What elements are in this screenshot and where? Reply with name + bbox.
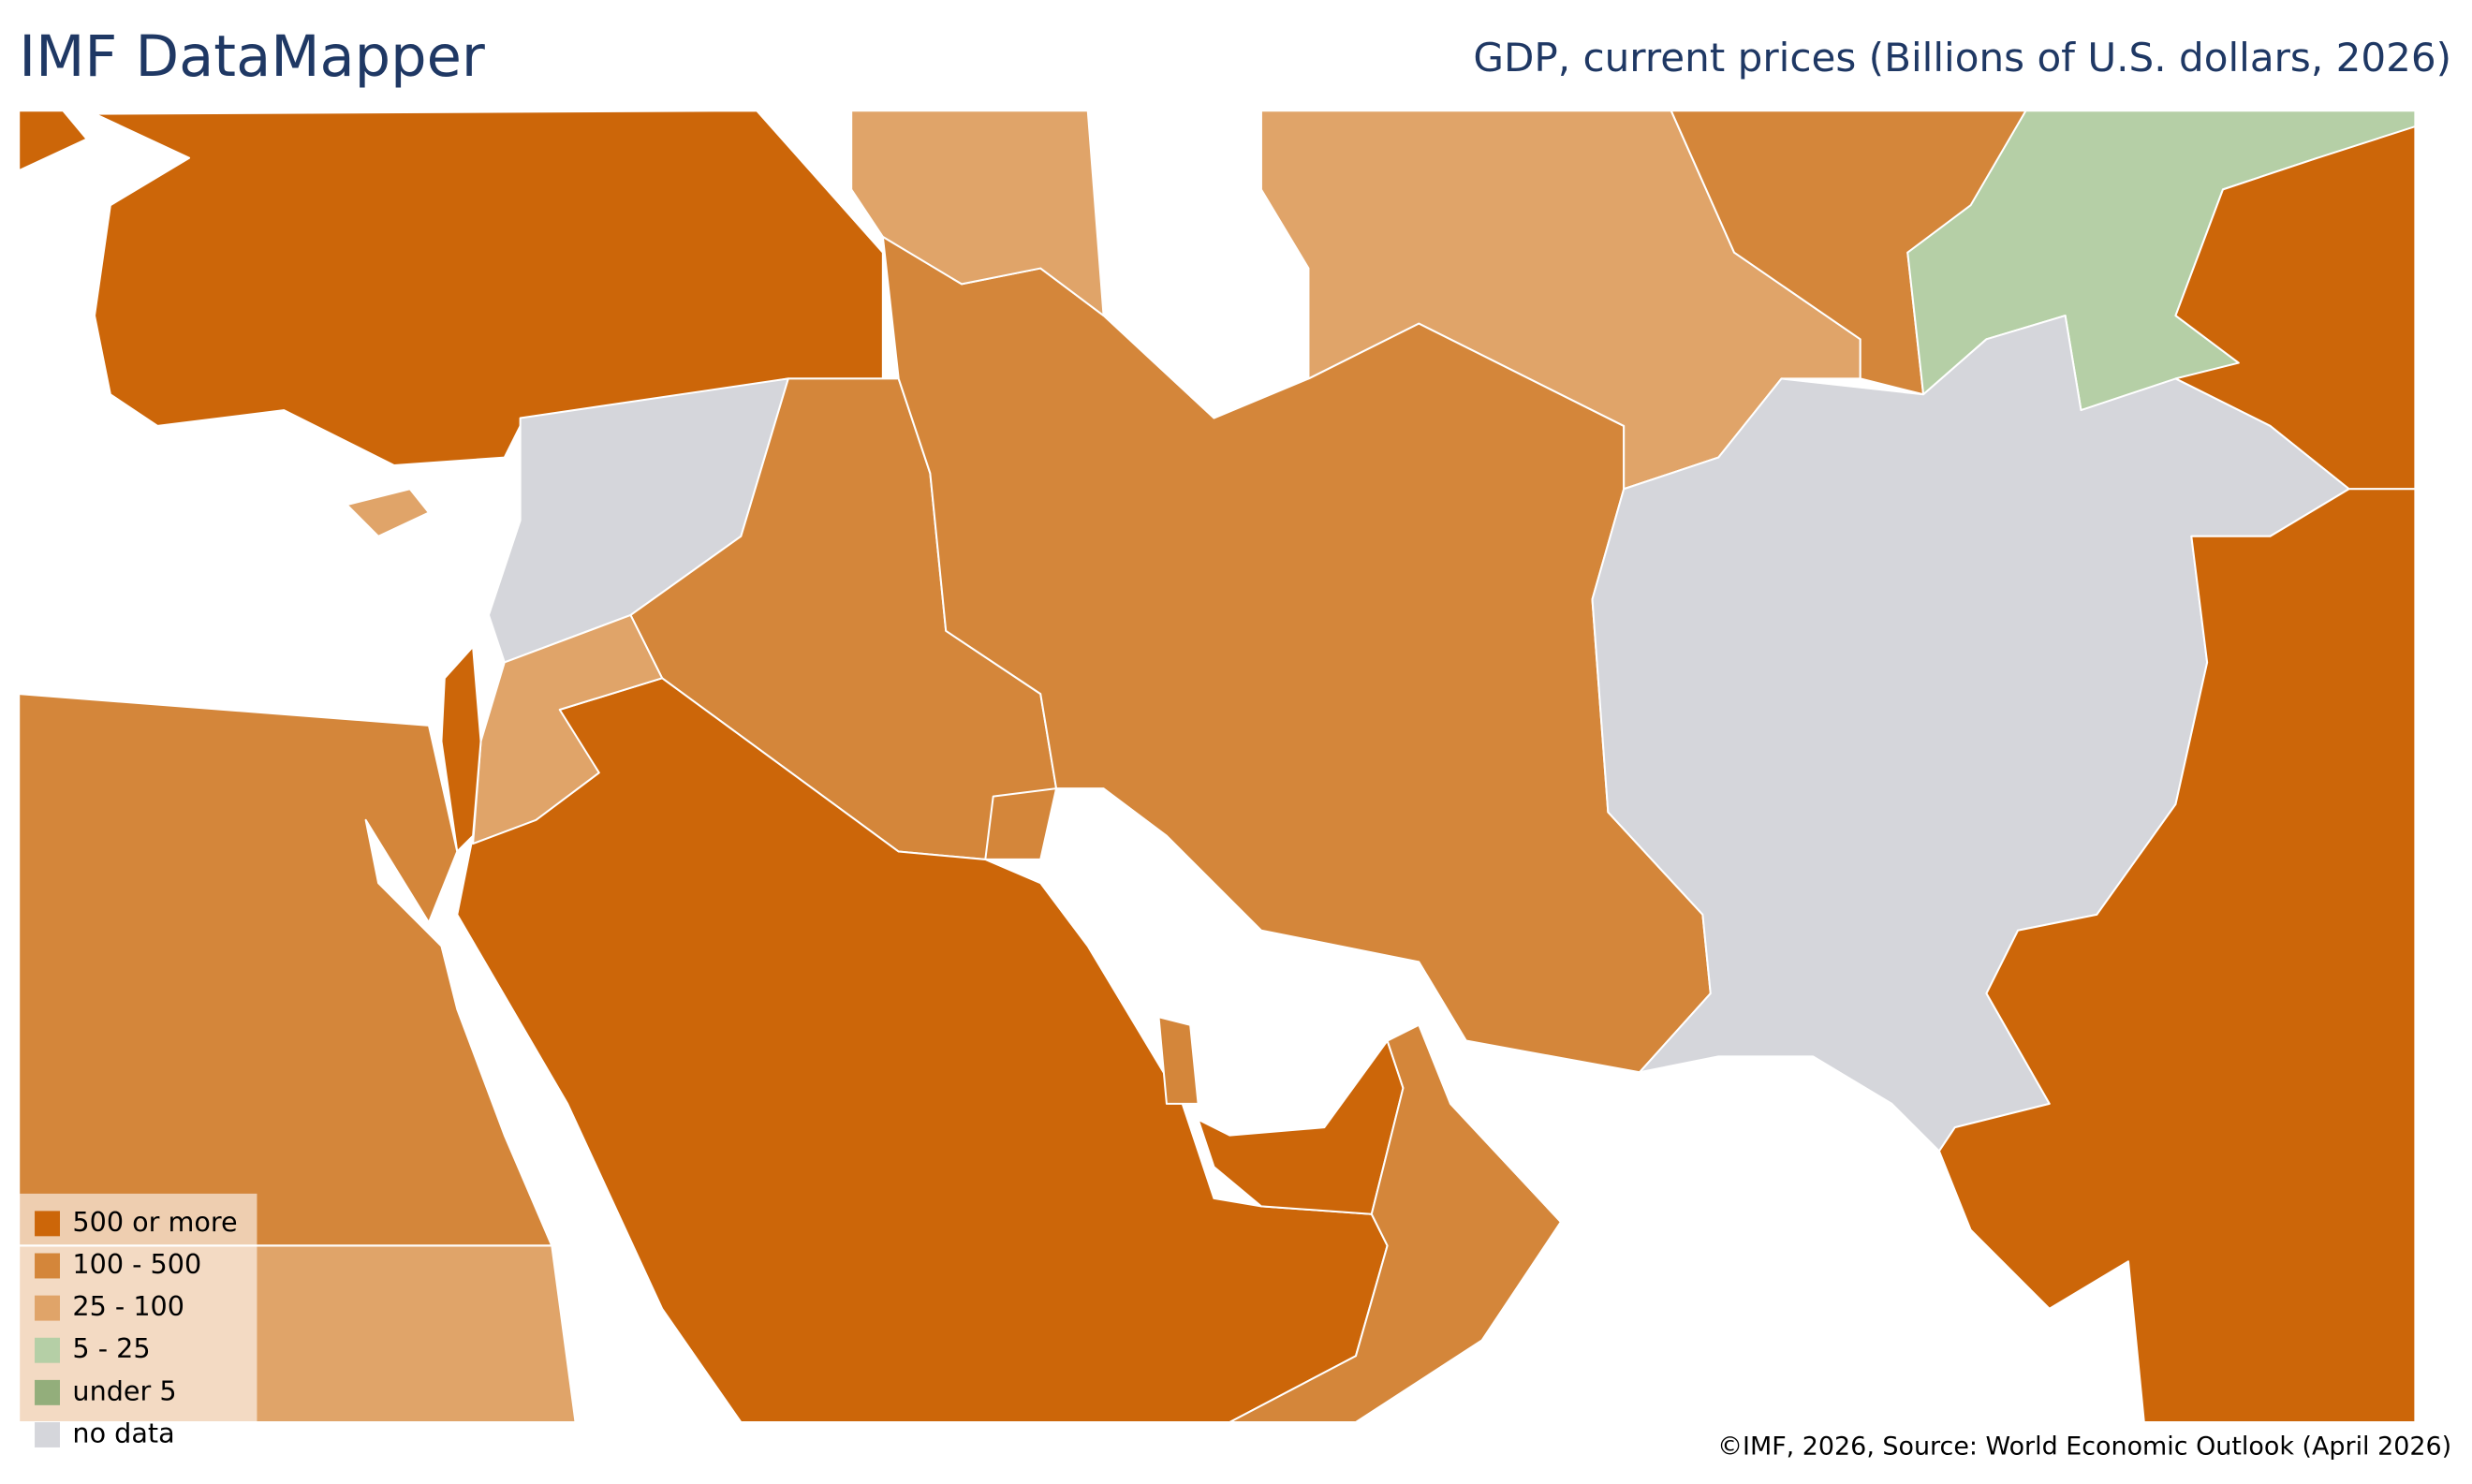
map-subtitle: GDP, current prices (Billions of U.S. do… bbox=[1473, 35, 2451, 81]
country bbox=[1937, 488, 2417, 1424]
legend-swatch bbox=[35, 1422, 60, 1447]
map bbox=[18, 110, 2417, 1424]
country bbox=[94, 110, 884, 467]
legend-label: 500 or more bbox=[72, 1206, 237, 1238]
legend-swatch bbox=[35, 1211, 60, 1237]
country bbox=[18, 110, 88, 172]
country bbox=[1157, 1016, 1199, 1105]
country bbox=[346, 488, 430, 537]
country bbox=[1229, 1023, 1562, 1424]
legend-label: 100 - 500 bbox=[72, 1248, 201, 1280]
legend-label: no data bbox=[72, 1417, 174, 1448]
legend-swatch bbox=[35, 1379, 60, 1405]
legend-swatch bbox=[35, 1253, 60, 1279]
legend-swatch bbox=[35, 1337, 60, 1363]
legend: 500 or more 100 - 500 25 - 100 5 - 25 under … bbox=[35, 1206, 238, 1448]
legend-swatch bbox=[35, 1295, 60, 1321]
legend-label: under 5 bbox=[72, 1374, 176, 1406]
country bbox=[850, 110, 1105, 317]
legend-label: 25 - 100 bbox=[72, 1290, 184, 1322]
country bbox=[456, 677, 1389, 1424]
app-title: IMF DataMapper bbox=[19, 24, 485, 90]
legend-label: 5 - 25 bbox=[72, 1332, 150, 1364]
source-credit: ©IMF, 2026, Source: World Economic Outlo… bbox=[1717, 1432, 2451, 1461]
country bbox=[984, 787, 1058, 860]
country bbox=[440, 645, 482, 853]
